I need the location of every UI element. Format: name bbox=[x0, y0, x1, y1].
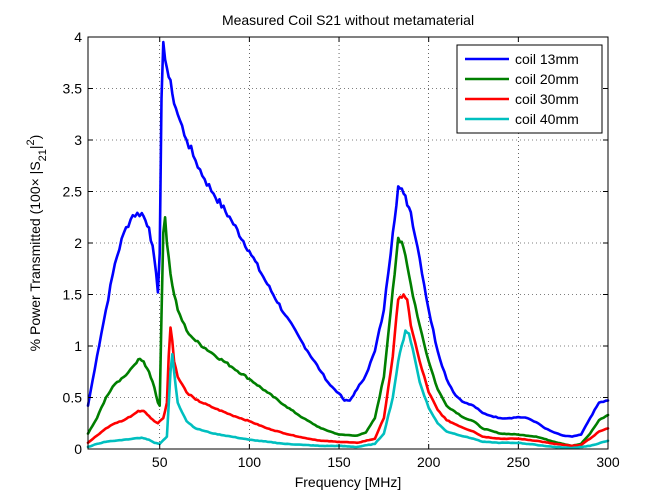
x-tick-label: 250 bbox=[507, 454, 531, 470]
y-axis-title-superscript: 2 bbox=[25, 139, 37, 145]
y-tick-label: 2 bbox=[74, 235, 82, 251]
legend-label: coil 30mm bbox=[515, 91, 579, 107]
legend-label: coil 20mm bbox=[515, 71, 579, 87]
y-tick-label: 3.5 bbox=[63, 81, 83, 97]
legend-label: coil 40mm bbox=[515, 111, 579, 127]
legend: coil 13mm coil 20mm coil 30mm coil 40mm bbox=[456, 44, 603, 134]
legend-label: coil 13mm bbox=[515, 51, 579, 67]
y-tick-label: 4 bbox=[74, 29, 82, 45]
series-lines bbox=[86, 40, 610, 450]
x-tick-label: 150 bbox=[327, 454, 351, 470]
y-axis-title-post: ) bbox=[27, 135, 43, 140]
y-axis-title: % Power Transmitted (100× |S21|2) bbox=[25, 135, 49, 352]
series-line bbox=[86, 216, 610, 448]
y-tick-label: 0 bbox=[74, 441, 82, 457]
x-tick-label: 300 bbox=[596, 454, 620, 470]
y-axis-title-pre: % Power Transmitted (100× |S bbox=[27, 161, 43, 351]
x-axis-title: Frequency [MHz] bbox=[295, 474, 402, 490]
grid-lines bbox=[88, 37, 608, 449]
x-tick-label: 200 bbox=[417, 454, 441, 470]
x-tick-label: 50 bbox=[152, 454, 168, 470]
y-tick-label: 0.5 bbox=[63, 390, 83, 406]
chart-title: Measured Coil S21 without metamaterial bbox=[222, 12, 474, 28]
y-tick-label: 1 bbox=[74, 338, 82, 354]
x-tick-label: 100 bbox=[238, 454, 262, 470]
y-tick-label: 3 bbox=[74, 132, 82, 148]
axis-ticks: 50 100 150 200 250 300 0 0.5 1 1.5 2 2.5 3 3.5 4 bbox=[63, 29, 620, 470]
series-line bbox=[86, 293, 610, 448]
y-axis-title-subscript: 21 bbox=[37, 149, 49, 161]
y-axis-title-mid: | bbox=[27, 145, 43, 149]
y-tick-label: 2.5 bbox=[63, 184, 83, 200]
y-tick-label: 1.5 bbox=[63, 287, 83, 303]
series-line bbox=[86, 329, 610, 450]
series-line bbox=[86, 40, 610, 438]
